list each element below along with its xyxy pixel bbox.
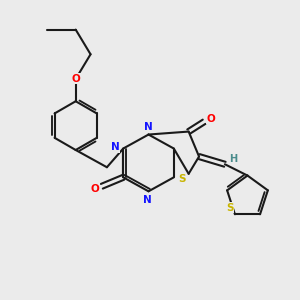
Text: O: O [91,184,100,194]
Text: H: H [229,154,237,164]
Text: S: S [178,174,186,184]
Text: N: N [111,142,119,152]
Text: O: O [72,74,81,84]
Text: S: S [226,203,233,213]
Text: N: N [144,122,153,132]
Text: N: N [143,195,152,205]
Text: O: O [206,114,215,124]
